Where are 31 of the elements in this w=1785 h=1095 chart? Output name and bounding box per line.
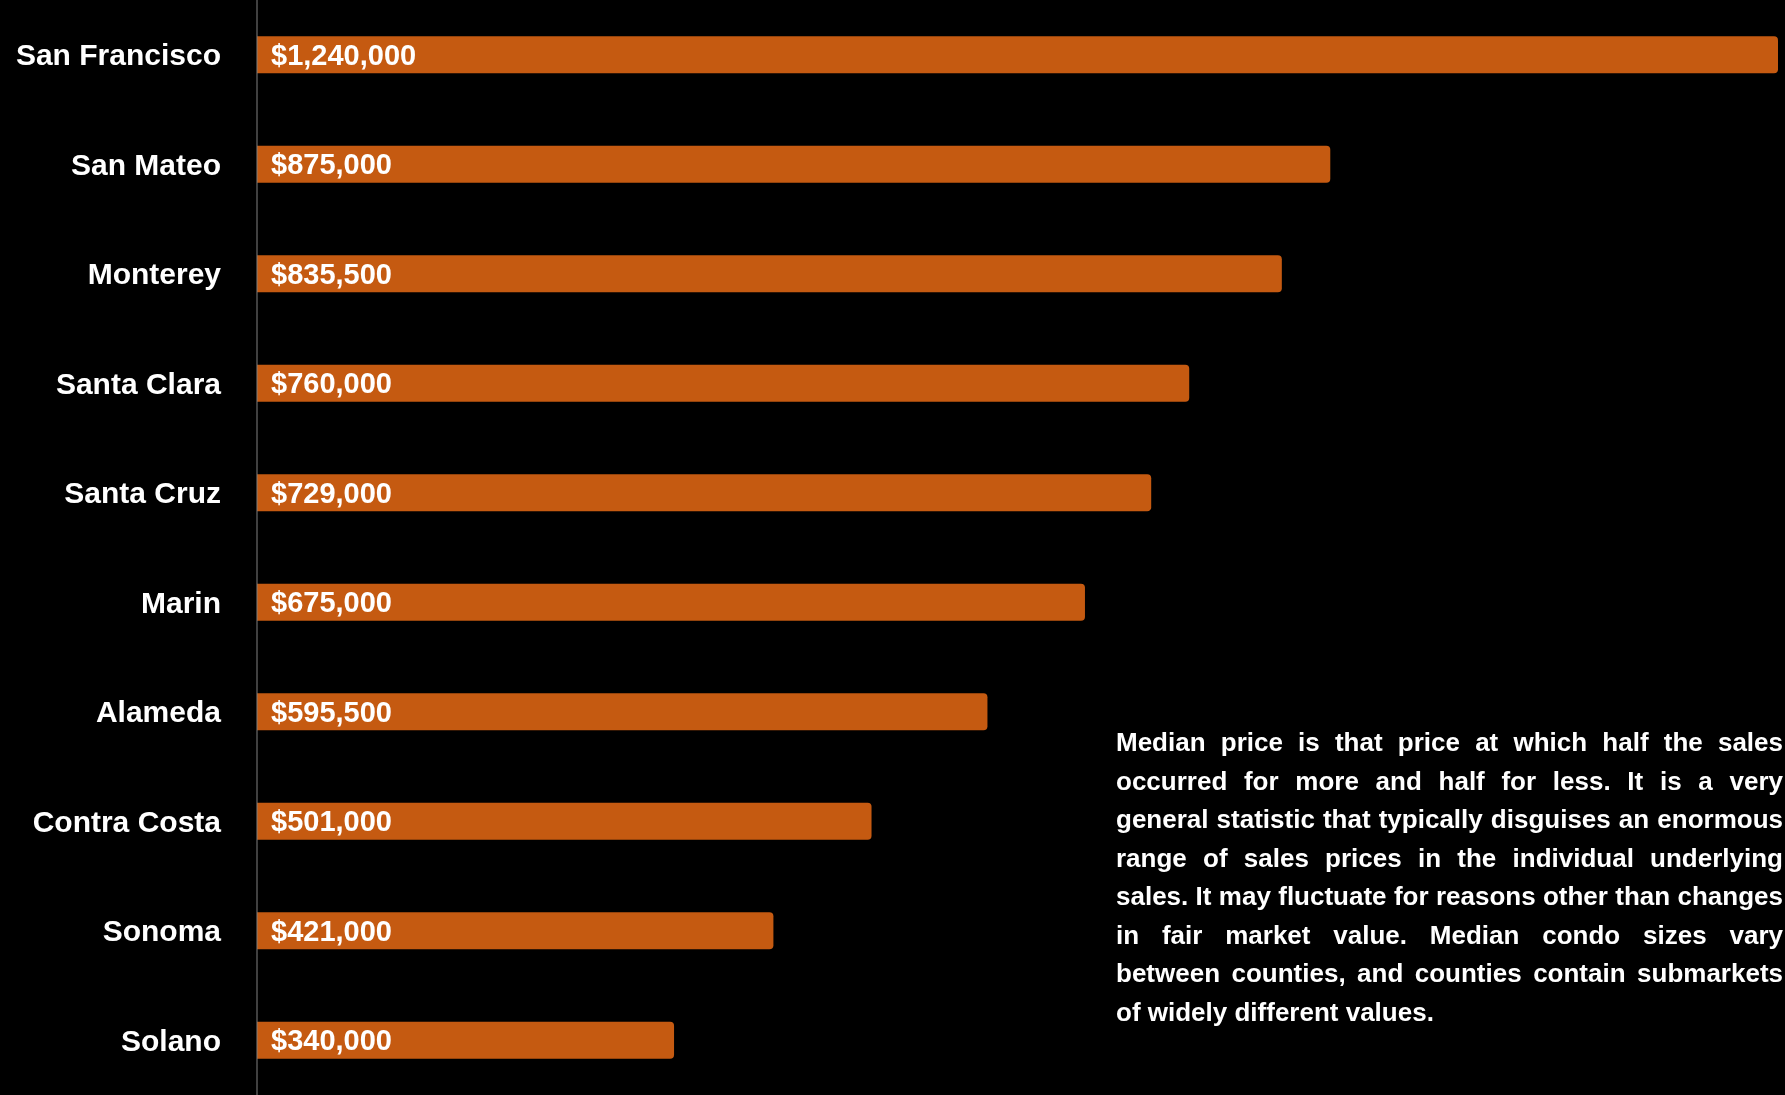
bar xyxy=(257,364,1190,402)
data-label: $595,500 xyxy=(271,695,392,728)
data-label: $1,240,000 xyxy=(271,38,417,71)
bar xyxy=(257,912,774,950)
y-tick-label: Alameda xyxy=(95,695,222,729)
bar xyxy=(257,474,1152,512)
bar xyxy=(257,583,1085,621)
bar xyxy=(257,693,988,731)
data-label: $875,000 xyxy=(271,148,392,181)
data-label: $340,000 xyxy=(271,1024,392,1057)
y-tick-label: San Mateo xyxy=(70,147,221,181)
bar xyxy=(257,1021,675,1059)
y-tick-label: Santa Cruz xyxy=(64,476,221,510)
y-tick-label: Contra Costa xyxy=(32,804,222,838)
bar xyxy=(257,145,1331,183)
y-tick-label: Sonoma xyxy=(102,914,222,948)
y-tick-label: Monterey xyxy=(87,257,222,291)
y-tick-label: Marin xyxy=(140,585,221,619)
y-tick-label: San Francisco xyxy=(15,38,221,72)
data-label: $675,000 xyxy=(271,586,392,619)
data-label: $501,000 xyxy=(271,805,392,838)
bar xyxy=(257,255,1282,293)
bar xyxy=(257,802,872,840)
bar xyxy=(257,36,1778,74)
data-label: $729,000 xyxy=(271,476,392,509)
data-label: $421,000 xyxy=(271,914,392,947)
y-tick-label: Santa Clara xyxy=(55,366,222,400)
data-label: $760,000 xyxy=(271,367,392,400)
annotation: Median price is that price at which half the sales occurred for more and half for less. It is a very general statistic that typically disguises an enormous range of sales prices in the individual underlying sales. It may fluctuate for reasons other than changes in fair market value. Median condo sizes vary between counties, and counties contain submarkets of widely different values. xyxy=(1116,726,1783,1029)
y-tick-label: Solano xyxy=(120,1023,221,1057)
data-label: $835,500 xyxy=(271,257,392,290)
